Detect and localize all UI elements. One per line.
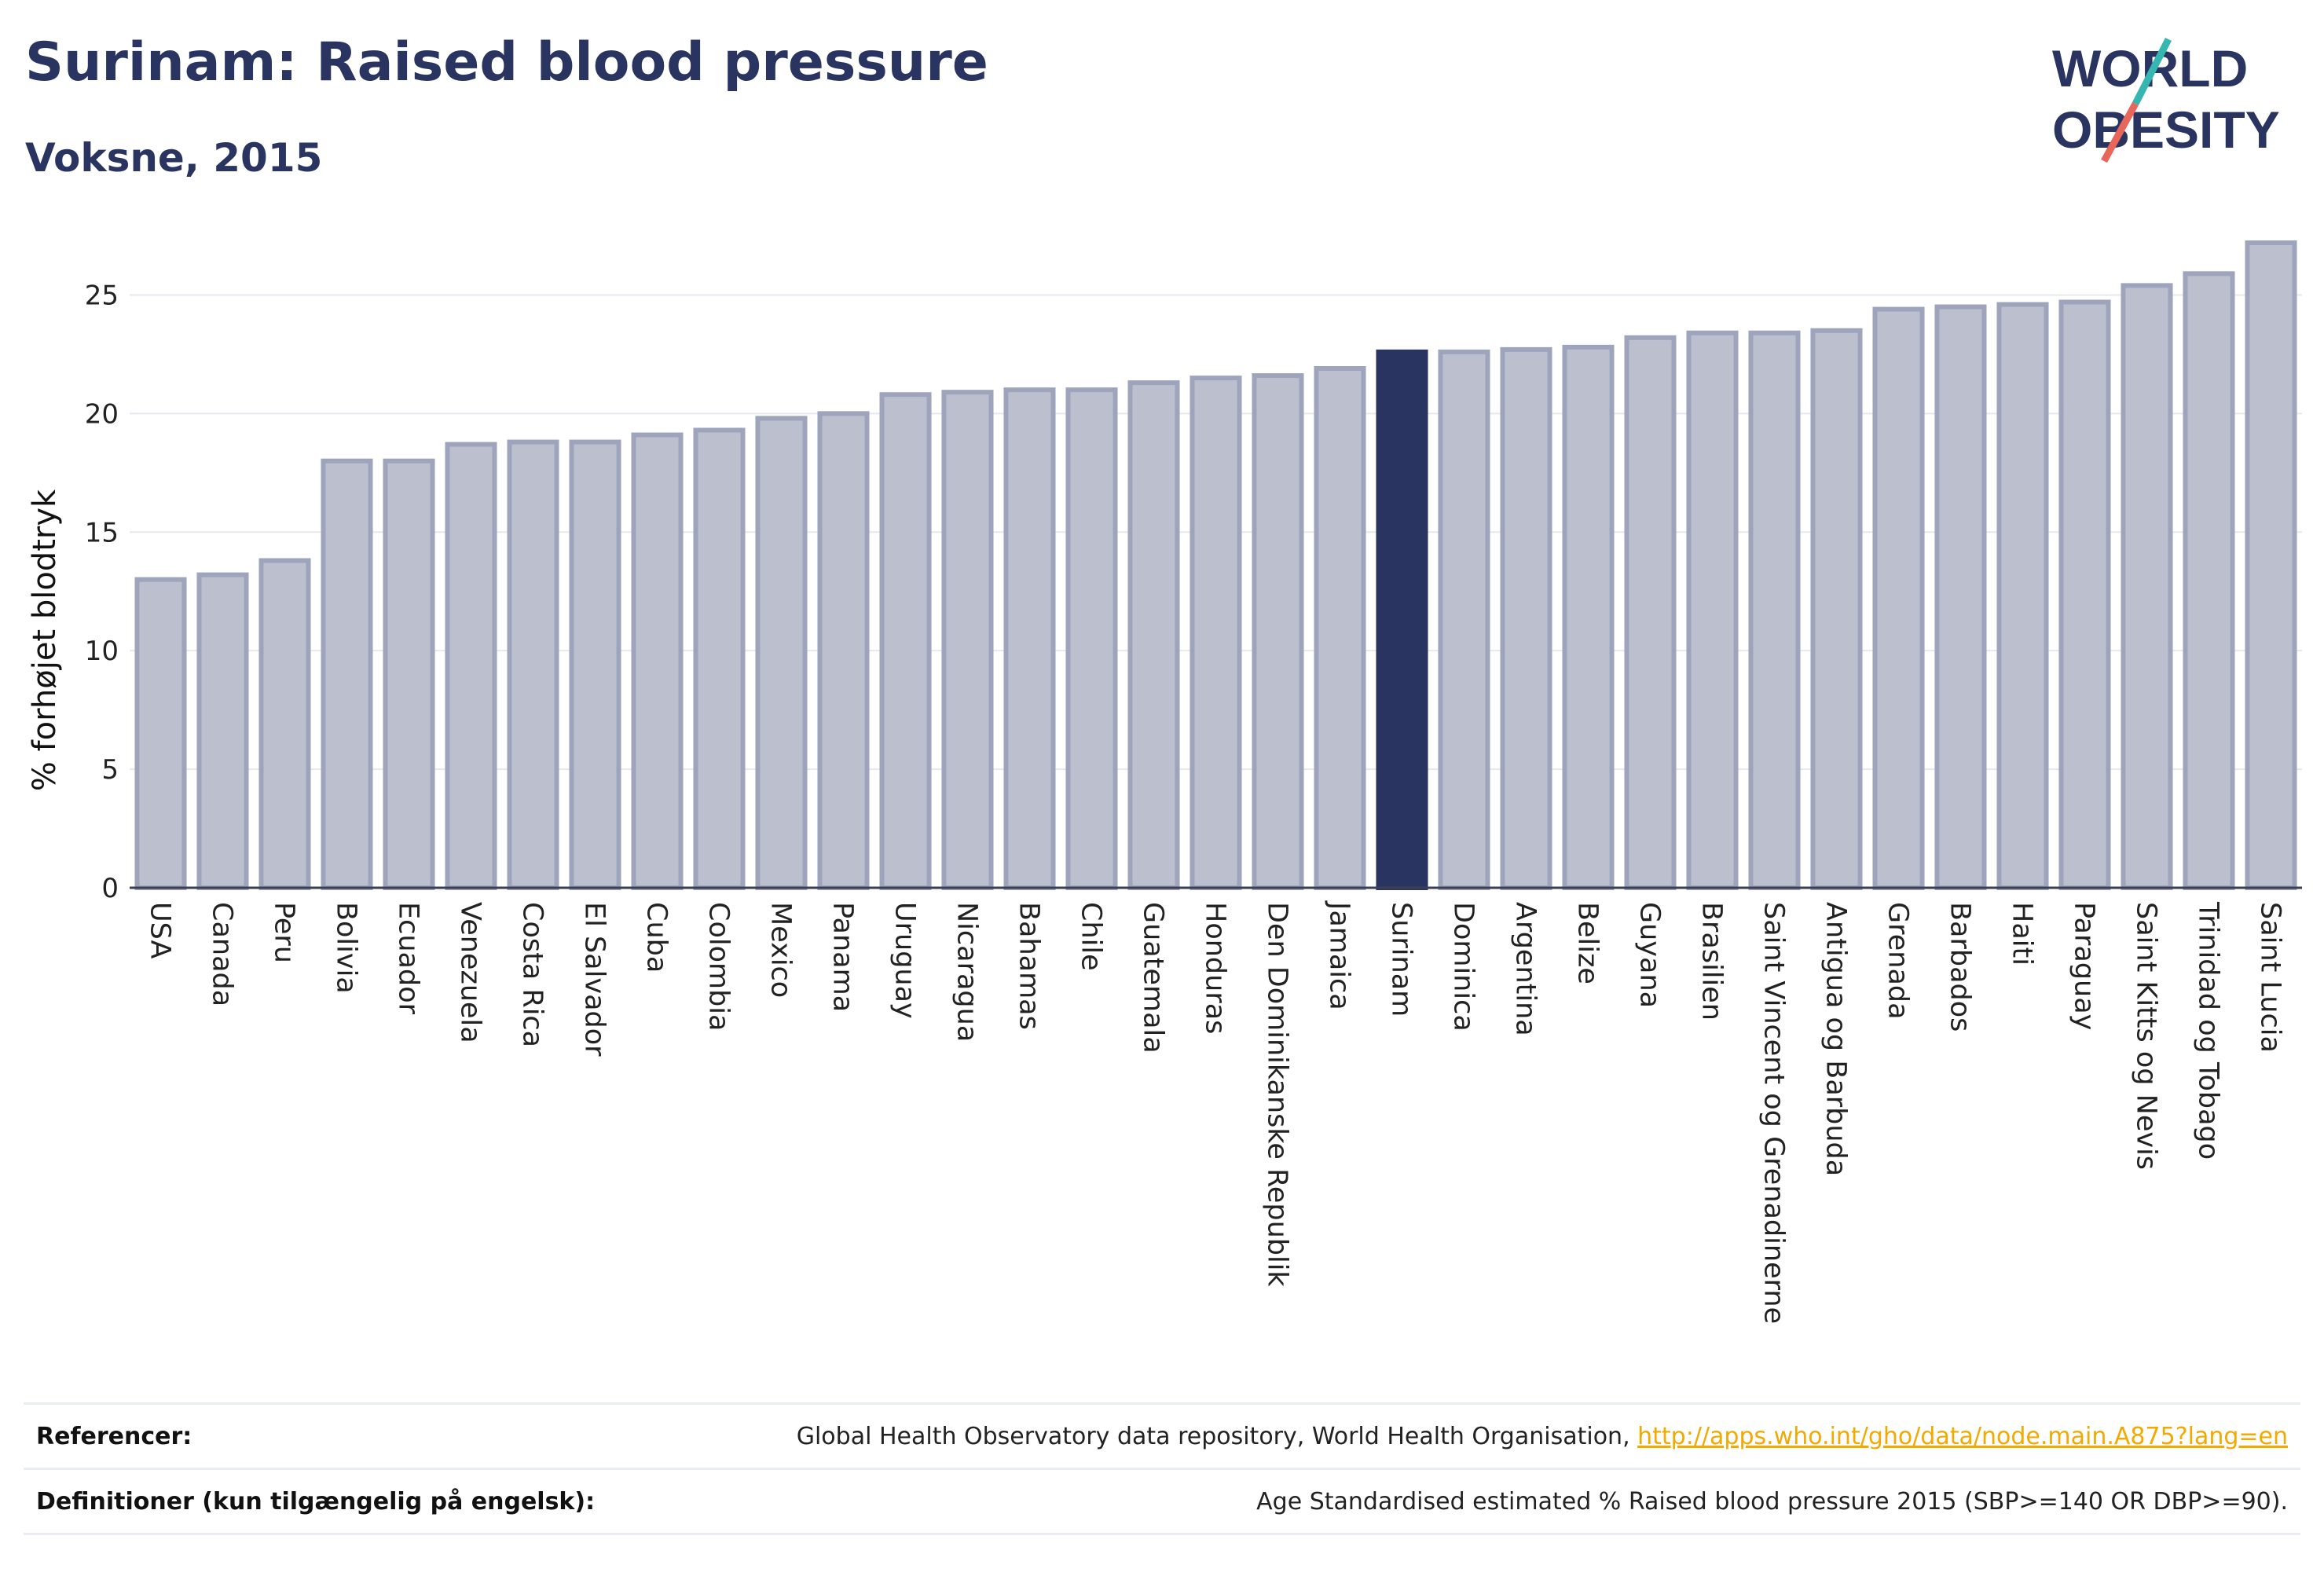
bar-colombia: [693, 427, 746, 890]
bar-paraguay: [2058, 299, 2111, 890]
bar-saint-vincent-og-grenadinerne: [1748, 330, 1801, 890]
y-tick-label: 0: [101, 873, 119, 904]
references-link[interactable]: http://apps.who.int/gho/data/node.main.A…: [1637, 1422, 2288, 1450]
x-tick-label: Canada: [207, 902, 238, 1006]
references-label: Referencer:: [36, 1422, 192, 1450]
x-tick-label: Ecuador: [393, 902, 424, 1015]
bar-nicaragua: [941, 390, 994, 890]
bar-mexico: [755, 416, 808, 890]
x-tick-label: Argentina: [1510, 902, 1541, 1036]
y-axis-label: % forhøjet blodtryk: [27, 489, 63, 791]
bar-guatemala: [1127, 380, 1180, 890]
x-tick-label: Mexico: [765, 902, 797, 998]
bar-guyana: [1624, 335, 1677, 891]
bar-chile: [1065, 387, 1118, 890]
x-tick-label: Belize: [1572, 902, 1604, 984]
x-tick-label: Saint Vincent og Grenadinerne: [1758, 902, 1790, 1324]
bar-argentina: [1500, 346, 1552, 890]
x-tick-label: Venezuela: [455, 902, 486, 1043]
y-tick-label: 25: [85, 280, 119, 311]
x-tick-label: Cuba: [641, 902, 673, 973]
references-value: Global Health Observatory data repositor…: [797, 1423, 2300, 1450]
y-tick-label: 5: [101, 754, 119, 786]
bar-ecuador: [383, 458, 435, 890]
x-tick-label: Jamaica: [1324, 900, 1355, 1010]
bar-dominica: [1438, 349, 1490, 890]
bar-usa: [134, 577, 187, 890]
bar-panama: [817, 411, 870, 890]
logo-text-obesity: OBESITY: [2052, 101, 2280, 159]
bar-canada: [196, 572, 249, 890]
bar-saint-kitts-og-nevis: [2121, 283, 2173, 890]
x-tick-label: Costa Rica: [517, 902, 548, 1047]
x-tick-label: Grenada: [1882, 902, 1914, 1020]
bar-jamaica: [1314, 366, 1366, 890]
bar-barbados: [1934, 304, 1987, 890]
x-tick-label: Brasilien: [1696, 902, 1728, 1021]
bar-brasilien: [1686, 330, 1739, 890]
footer: Referencer: Global Health Observatory da…: [24, 1402, 2300, 1535]
x-tick-label: Chile: [1076, 902, 1107, 971]
chart-subtitle: Voksne, 2015: [25, 135, 323, 181]
bar-antigua-og-barbuda: [1810, 328, 1863, 890]
definitions-row: Definitioner (kun tilgængelig på engelsk…: [24, 1468, 2300, 1535]
y-tick-label: 10: [85, 636, 119, 667]
x-tick-label: Guatemala: [1138, 902, 1169, 1054]
x-tick-label: Peru: [269, 902, 300, 963]
bar-bolivia: [321, 458, 373, 890]
x-tick-label: Panama: [827, 902, 859, 1012]
bar-saint-lucia: [2245, 240, 2297, 890]
x-tick-label: USA: [145, 902, 176, 958]
bar-grenada: [1872, 306, 1925, 890]
bar-haiti: [1996, 302, 2049, 890]
bars: [134, 240, 2297, 891]
x-tick-label: Haiti: [2007, 902, 2038, 966]
y-tick-label: 20: [85, 398, 119, 430]
x-tick-label: Trinidad og Tobago: [2193, 901, 2224, 1160]
x-tick-label: Bolivia: [331, 902, 362, 994]
logo-slash-teal: [2132, 37, 2172, 106]
x-tick-label: Surinam: [1386, 902, 1417, 1017]
x-tick-label: Saint Lucia: [2255, 902, 2286, 1053]
references-row: Referencer: Global Health Observatory da…: [24, 1402, 2300, 1468]
x-tick-label: Honduras: [1200, 902, 1231, 1034]
bar-cuba: [631, 432, 684, 890]
bar-belize: [1562, 344, 1615, 890]
x-tick-label: Antigua og Barbuda: [1820, 902, 1852, 1176]
x-tick-label: Saint Kitts og Nevis: [2131, 902, 2162, 1170]
bar-trinidad-og-tobago: [2183, 271, 2235, 891]
definitions-label: Definitioner (kun tilgængelig på engelsk…: [36, 1487, 596, 1516]
x-tick-label: Dominica: [1448, 902, 1479, 1032]
chart-title: Surinam: Raised blood pressure: [25, 31, 988, 93]
x-tick-label: Uruguay: [889, 902, 921, 1019]
x-tick-label: Bahamas: [1014, 902, 1045, 1030]
world-obesity-logo: WORLD OBESITY: [2052, 37, 2280, 163]
bar-costa-rica: [507, 439, 559, 890]
x-tick-label: Paraguay: [2069, 902, 2100, 1030]
x-tick-label: Barbados: [1945, 902, 1976, 1032]
x-tick-label: Den Dominikanske Republik: [1262, 902, 1293, 1287]
y-axis-ticks: 0 5 10 15 20 25: [85, 280, 119, 904]
x-axis-ticks: USA Canada Peru Bolivia Ecuador Venezuela Cost…: [145, 900, 2286, 1324]
bar-el-salvador: [569, 439, 621, 890]
logo-slash-red: [2101, 101, 2139, 163]
y-tick-label: 15: [85, 517, 119, 548]
references-text: Global Health Observatory data repositor…: [796, 1422, 1638, 1450]
bar-bahamas: [1003, 387, 1056, 890]
bar-chart: 0 5 10 15 20 25 USA Canada Peru Bolivia Ecuador Ve…: [27, 240, 2302, 1324]
bar-venezuela: [445, 442, 497, 890]
x-tick-label: Guyana: [1634, 902, 1666, 1008]
bar-honduras: [1189, 376, 1242, 891]
definitions-text: Age Standardised estimated % Raised bloo…: [1256, 1487, 2288, 1516]
x-tick-label: Colombia: [703, 902, 735, 1031]
bar-peru: [258, 558, 311, 890]
bar-den-dominikanske-republik: [1252, 373, 1304, 890]
bar-uruguay: [879, 392, 932, 890]
bar-surinam: [1376, 349, 1428, 890]
x-tick-label: El Salvador: [579, 902, 610, 1057]
x-tick-label: Nicaragua: [951, 902, 983, 1042]
